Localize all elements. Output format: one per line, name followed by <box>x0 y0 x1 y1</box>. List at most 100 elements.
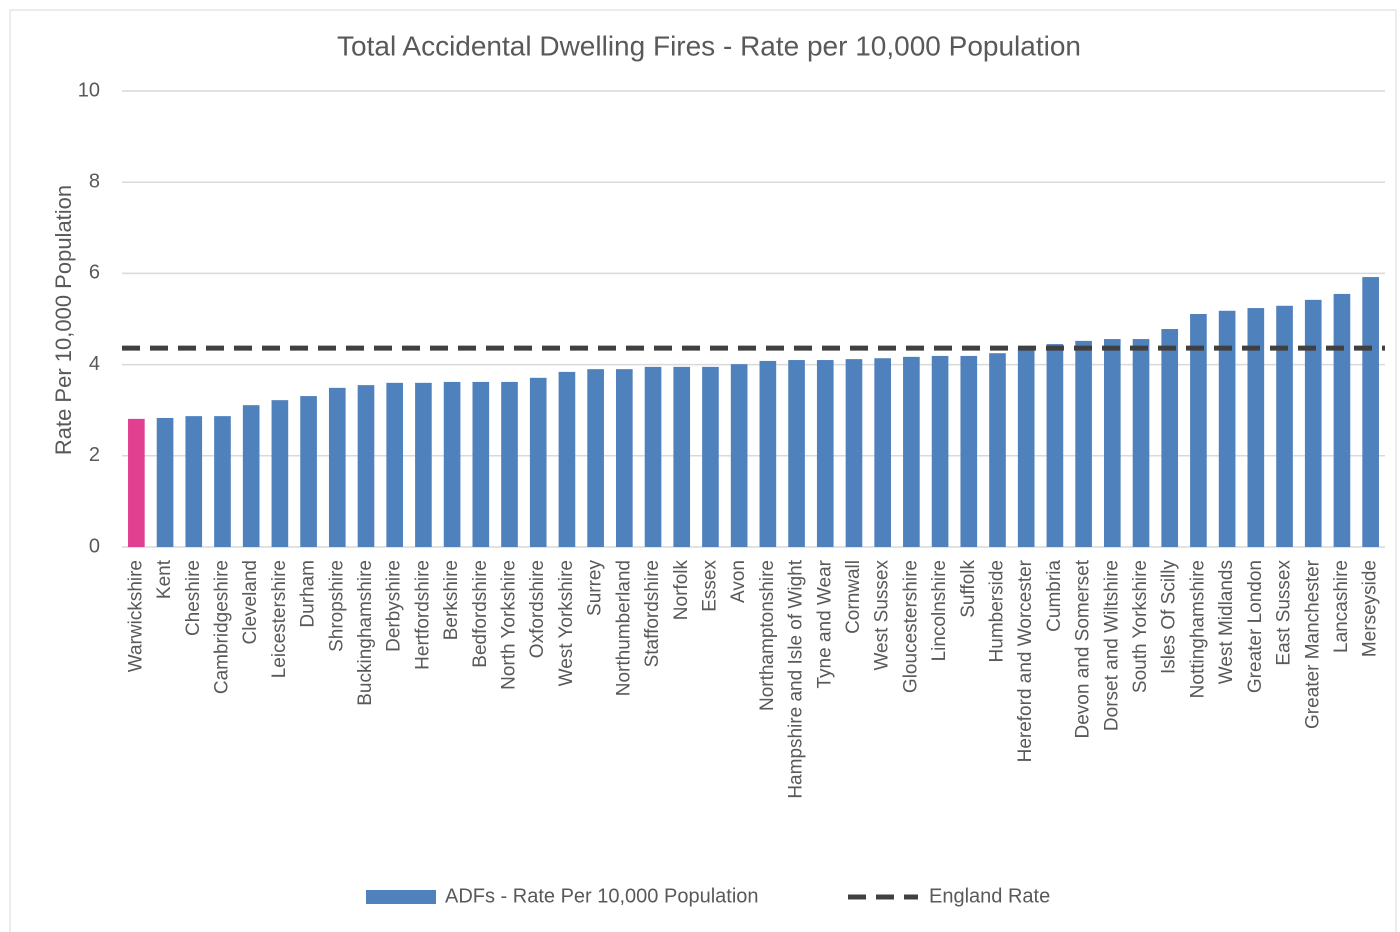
bar <box>845 359 863 547</box>
x-tick-label: Berkshire <box>441 560 462 640</box>
bar <box>616 369 633 547</box>
x-tick-label: Northumberland <box>613 560 634 696</box>
bar <box>501 381 518 547</box>
y-tick-label: 8 <box>89 170 100 192</box>
x-tick-label: Lincolnshire <box>929 560 950 661</box>
legend-label: ADFs - Rate Per 10,000 Population <box>445 885 759 907</box>
bar <box>903 356 920 547</box>
x-tick-label: Leicestershire <box>269 560 290 678</box>
x-tick-label: Shropshire <box>326 560 347 652</box>
bar <box>558 371 576 547</box>
bar <box>816 360 834 547</box>
x-tick-label: Tyne and Wear <box>814 559 835 688</box>
x-tick-label: Gloucestershire <box>900 560 921 693</box>
x-tick-label: Lancashire <box>1331 560 1352 653</box>
y-tick-label: 10 <box>78 79 100 101</box>
x-tick-label: Hampshire and Isle of Wight <box>786 559 807 798</box>
bar <box>156 417 174 547</box>
bar <box>587 369 604 547</box>
x-tick-label: Kent <box>154 559 175 599</box>
bar <box>788 360 805 547</box>
x-tick-label: Suffolk <box>958 560 979 618</box>
y-tick-label: 0 <box>89 535 100 557</box>
x-tick-label: Humberside <box>987 560 1008 662</box>
bar <box>185 416 203 547</box>
x-tick-label: Cambridgeshire <box>211 560 232 694</box>
bar <box>730 364 748 547</box>
bar <box>1218 310 1236 547</box>
x-tick-label: Oxfordshire <box>527 560 548 658</box>
x-tick-label: West Midlands <box>1216 560 1237 684</box>
x-tick-label: Cleveland <box>240 560 261 645</box>
x-tick-label: Derbyshire <box>384 560 405 652</box>
bar <box>357 385 375 547</box>
bar <box>644 366 662 547</box>
legend-label: England Rate <box>929 885 1050 907</box>
bar <box>1247 308 1265 547</box>
bar <box>472 381 490 547</box>
legend-swatch <box>366 890 436 904</box>
bar <box>443 381 461 547</box>
chart-title: Total Accidental Dwelling Fires - Rate p… <box>337 30 1081 61</box>
x-tick-label: West Yorkshire <box>556 560 577 686</box>
x-tick-label: Merseyside <box>1360 560 1381 657</box>
bar <box>214 416 231 547</box>
x-tick-label: Cumbria <box>1044 560 1065 632</box>
x-tick-label: Cornwall <box>843 560 864 634</box>
bar <box>960 355 978 547</box>
x-tick-label: Greater London <box>1245 560 1266 693</box>
bar <box>931 355 949 547</box>
bar <box>1333 293 1351 547</box>
x-tick-label: Devon and Somerset <box>1073 559 1094 738</box>
x-tick-label: Norfolk <box>671 560 692 621</box>
x-tick-label: Northamptonshire <box>757 560 778 711</box>
bar <box>1046 344 1064 547</box>
x-tick-label: Dorset and Wiltshire <box>1101 560 1122 731</box>
x-tick-label: Surrey <box>585 560 606 616</box>
bar <box>415 382 432 547</box>
bar <box>1362 277 1379 547</box>
x-tick-label: West Sussex <box>872 560 893 671</box>
x-tick-label: Greater Manchester <box>1302 559 1323 729</box>
x-tick-label: Cheshire <box>183 560 204 636</box>
bar <box>1017 347 1035 547</box>
bar <box>300 396 317 547</box>
x-tick-label: Essex <box>699 560 720 612</box>
bar <box>271 400 289 547</box>
bar <box>529 377 547 547</box>
bar <box>759 360 777 547</box>
x-tick-label: Nottinghamshire <box>1187 560 1208 698</box>
bar <box>1103 339 1121 547</box>
y-axis-label: Rate Per 10,000 Population <box>51 185 76 455</box>
bar <box>328 387 346 547</box>
x-tick-label: Avon <box>728 560 749 603</box>
bar <box>874 358 891 547</box>
x-tick-label: Buckinghamshire <box>355 560 376 706</box>
x-tick-label: Staffordshire <box>642 560 663 667</box>
x-tick-label: East Sussex <box>1274 560 1295 666</box>
x-tick-label: Warwickshire <box>125 560 146 672</box>
y-tick-label: 4 <box>89 353 100 375</box>
bar <box>242 405 260 547</box>
bar <box>1132 339 1150 547</box>
bar <box>1075 340 1092 547</box>
bar <box>1161 329 1179 547</box>
bar <box>702 366 719 547</box>
bar <box>1304 299 1322 547</box>
bar <box>1276 305 1293 547</box>
x-tick-label: Bedfordshire <box>470 560 491 668</box>
x-tick-label: Isles Of Scilly <box>1159 560 1180 675</box>
x-tick-label: South Yorkshire <box>1130 560 1151 693</box>
bar <box>1190 313 1207 547</box>
bar <box>673 366 691 547</box>
bar <box>989 353 1006 547</box>
y-tick-label: 2 <box>89 444 100 466</box>
x-tick-label: Hereford and Worcester <box>1015 559 1036 762</box>
bar <box>128 418 145 547</box>
x-tick-label: Durham <box>298 560 319 628</box>
x-tick-label: North Yorkshire <box>499 560 520 690</box>
x-tick-label: Hertfordshire <box>412 560 433 670</box>
bar <box>386 382 404 547</box>
y-tick-label: 6 <box>89 262 100 284</box>
